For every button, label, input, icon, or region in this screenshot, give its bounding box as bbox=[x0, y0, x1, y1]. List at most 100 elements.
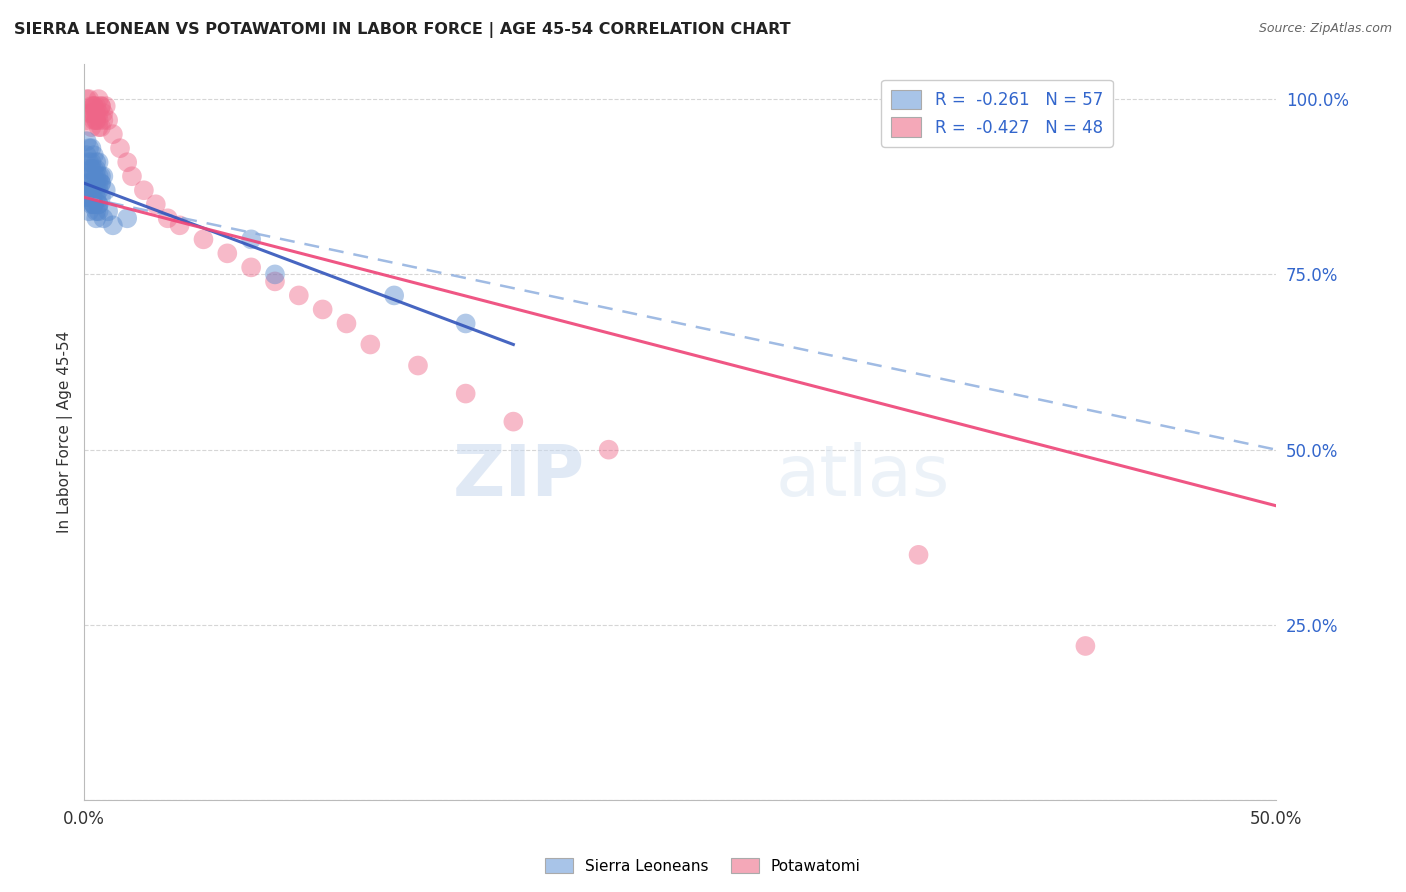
Point bbox=[94, 183, 117, 197]
Point bbox=[101, 219, 124, 233]
Point bbox=[84, 204, 107, 219]
Point bbox=[84, 190, 107, 204]
Point bbox=[87, 155, 110, 169]
Point bbox=[907, 548, 929, 562]
Point bbox=[87, 176, 110, 190]
Point bbox=[169, 219, 191, 233]
Point bbox=[80, 197, 103, 211]
Point bbox=[93, 169, 115, 184]
Point bbox=[90, 169, 112, 184]
Point bbox=[84, 176, 107, 190]
Point bbox=[80, 162, 103, 177]
Point bbox=[83, 148, 105, 162]
Point bbox=[83, 113, 105, 128]
Point bbox=[83, 197, 105, 211]
Point bbox=[83, 99, 105, 113]
Point bbox=[145, 197, 167, 211]
Text: SIERRA LEONEAN VS POTAWATOMI IN LABOR FORCE | AGE 45-54 CORRELATION CHART: SIERRA LEONEAN VS POTAWATOMI IN LABOR FO… bbox=[14, 22, 790, 38]
Point bbox=[87, 183, 110, 197]
Point bbox=[77, 92, 100, 106]
Point bbox=[76, 162, 98, 177]
Point bbox=[93, 106, 115, 120]
Legend: R =  -0.261   N = 57, R =  -0.427   N = 48: R = -0.261 N = 57, R = -0.427 N = 48 bbox=[882, 79, 1112, 146]
Point bbox=[264, 268, 287, 282]
Point bbox=[240, 232, 263, 246]
Point bbox=[76, 113, 98, 128]
Point bbox=[77, 106, 100, 120]
Point bbox=[76, 134, 98, 148]
Point bbox=[80, 141, 103, 155]
Point bbox=[84, 211, 107, 226]
Text: ZIP: ZIP bbox=[453, 442, 585, 511]
Legend: Sierra Leoneans, Potawatomi: Sierra Leoneans, Potawatomi bbox=[538, 852, 868, 880]
Point bbox=[454, 317, 477, 331]
Point bbox=[84, 183, 107, 197]
Point bbox=[108, 141, 131, 155]
Point bbox=[84, 113, 107, 128]
Point bbox=[80, 155, 103, 169]
Y-axis label: In Labor Force | Age 45-54: In Labor Force | Age 45-54 bbox=[58, 331, 73, 533]
Text: Source: ZipAtlas.com: Source: ZipAtlas.com bbox=[1258, 22, 1392, 36]
Point bbox=[80, 162, 103, 177]
Point bbox=[87, 113, 110, 128]
Text: atlas: atlas bbox=[776, 442, 950, 511]
Point bbox=[406, 359, 429, 373]
Point bbox=[502, 415, 524, 429]
Point bbox=[97, 113, 120, 128]
Point bbox=[77, 204, 100, 219]
Point bbox=[84, 155, 107, 169]
Point bbox=[83, 169, 105, 184]
Point bbox=[80, 106, 103, 120]
Point bbox=[90, 99, 112, 113]
Point bbox=[87, 106, 110, 120]
Point bbox=[288, 288, 311, 302]
Point bbox=[80, 99, 103, 113]
Point bbox=[87, 92, 110, 106]
Point bbox=[87, 197, 110, 211]
Point bbox=[80, 176, 103, 190]
Point bbox=[156, 211, 179, 226]
Point bbox=[121, 169, 143, 184]
Point bbox=[76, 176, 98, 190]
Point bbox=[311, 302, 333, 317]
Point bbox=[90, 176, 112, 190]
Point bbox=[80, 120, 103, 135]
Point bbox=[84, 169, 107, 184]
Point bbox=[93, 113, 115, 128]
Point bbox=[77, 190, 100, 204]
Point bbox=[83, 99, 105, 113]
Point bbox=[83, 197, 105, 211]
Point bbox=[115, 155, 138, 169]
Point bbox=[83, 183, 105, 197]
Point bbox=[240, 260, 263, 275]
Point bbox=[77, 183, 100, 197]
Point bbox=[90, 120, 112, 135]
Point bbox=[80, 183, 103, 197]
Point bbox=[90, 190, 112, 204]
Point bbox=[264, 274, 287, 288]
Point bbox=[217, 246, 239, 260]
Point bbox=[84, 99, 107, 113]
Point bbox=[77, 141, 100, 155]
Point bbox=[101, 127, 124, 141]
Point bbox=[93, 211, 115, 226]
Point bbox=[115, 211, 138, 226]
Point bbox=[83, 197, 105, 211]
Point bbox=[87, 204, 110, 219]
Point bbox=[90, 176, 112, 190]
Point bbox=[87, 169, 110, 184]
Point bbox=[84, 162, 107, 177]
Point bbox=[97, 204, 120, 219]
Point bbox=[77, 190, 100, 204]
Point bbox=[76, 148, 98, 162]
Point bbox=[76, 190, 98, 204]
Point bbox=[454, 386, 477, 401]
Point bbox=[598, 442, 620, 457]
Point bbox=[76, 92, 98, 106]
Point bbox=[335, 317, 357, 331]
Point bbox=[77, 155, 100, 169]
Point bbox=[77, 176, 100, 190]
Point bbox=[80, 183, 103, 197]
Point bbox=[84, 106, 107, 120]
Point bbox=[359, 337, 381, 351]
